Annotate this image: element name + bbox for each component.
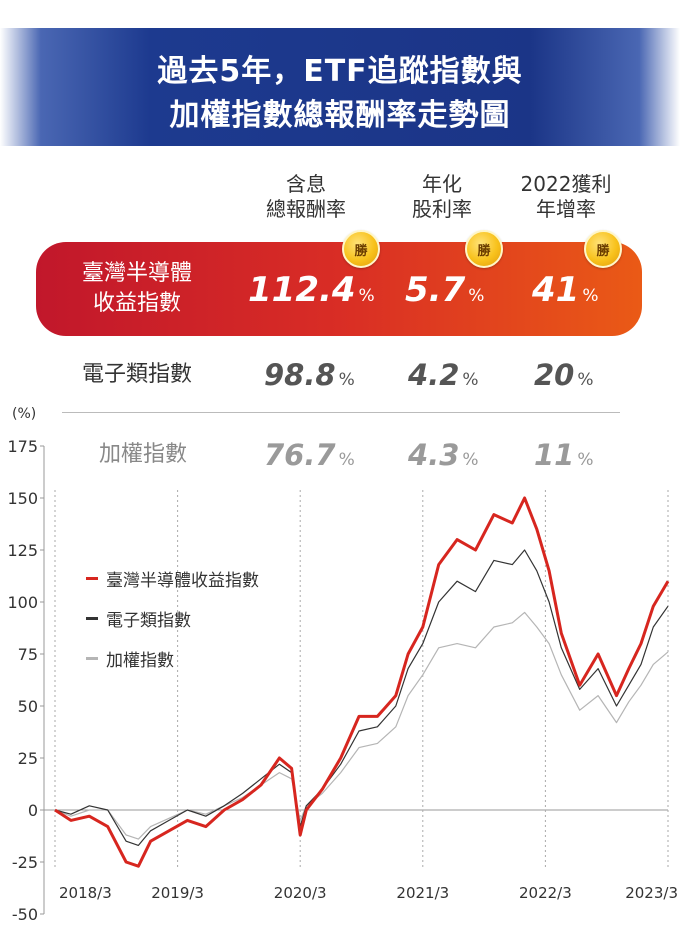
value-number: 98.8	[264, 358, 336, 392]
x-tick-label: 2018/3	[59, 884, 112, 902]
value-number: 11	[534, 438, 575, 472]
value-unit: %	[358, 286, 375, 306]
x-tick-label: 2021/3	[396, 884, 449, 902]
x-tick-label: 2019/3	[151, 884, 204, 902]
column-header-total-return: 含息 總報酬率	[236, 172, 376, 222]
y-tick-label: 100	[7, 593, 38, 612]
value-unit: %	[577, 450, 594, 470]
column-header-line: 年增率	[536, 197, 596, 221]
value-semiconductor-dividend-yield: 5.7%	[405, 270, 484, 310]
value-taiex-dividend-yield: 4.3%	[408, 438, 479, 472]
column-header-dividend-yield: 年化 股利率	[372, 172, 512, 222]
row-name-line: 臺灣半導體	[81, 261, 192, 286]
value-unit: %	[338, 370, 355, 390]
legend-label: 加權指數	[106, 651, 174, 671]
legend-swatch	[86, 617, 98, 620]
row-name-line: 加權指數	[98, 442, 187, 467]
value-taiex-total-return: 76.7%	[264, 438, 355, 472]
column-header-profit-growth: 2022獲利 年增率	[496, 172, 636, 222]
y-tick-label: 175	[7, 437, 38, 456]
value-number: 41	[532, 270, 580, 310]
chart-title-line2: 加權指數總報酬率走勢圖	[169, 98, 511, 133]
row-name-taiex: 加權指數	[68, 440, 218, 470]
win-badge-icon: 勝	[342, 230, 380, 268]
legend-label: 臺灣半導體收益指數	[106, 571, 259, 591]
y-tick-label: 0	[28, 801, 38, 820]
legend-item-taiex: 加權指數	[86, 646, 174, 671]
value-electronics-profit-growth: 20%	[534, 358, 594, 392]
row-name-semiconductor: 臺灣半導體 收益指數	[62, 259, 212, 319]
y-tick-label: -25	[12, 853, 38, 872]
value-semiconductor-profit-growth: 41%	[532, 270, 598, 310]
table-divider	[62, 412, 620, 413]
value-unit: %	[462, 450, 479, 470]
value-electronics-total-return: 98.8%	[264, 358, 355, 392]
value-taiex-profit-growth: 11%	[534, 438, 594, 472]
value-unit: %	[468, 286, 485, 306]
column-header-line: 含息	[286, 172, 326, 196]
row-name-line: 電子類指數	[81, 362, 192, 387]
series-line-semiconductor	[54, 496, 670, 868]
value-number: 4.3	[408, 438, 460, 472]
column-header-line: 總報酬率	[266, 197, 346, 221]
value-number: 76.7	[264, 438, 336, 472]
value-semiconductor-total-return: 112.4%	[248, 270, 375, 310]
y-axis-unit-label: (%)	[12, 406, 36, 422]
legend-label: 電子類指數	[106, 611, 191, 631]
column-header-line: 股利率	[412, 197, 472, 221]
column-header-line: 2022獲利	[520, 172, 612, 196]
value-unit: %	[582, 286, 599, 306]
legend-item-electronics: 電子類指數	[86, 606, 191, 631]
win-badge-icon: 勝	[465, 230, 503, 268]
y-tick-label: 150	[7, 489, 38, 508]
value-electronics-dividend-yield: 4.2%	[408, 358, 479, 392]
series-line-taiex	[54, 611, 669, 840]
series-line-electronics	[54, 549, 669, 847]
y-tick-label: 50	[18, 697, 38, 716]
y-tick-label: 25	[18, 749, 38, 768]
row-name-electronics: 電子類指數	[62, 360, 212, 390]
win-badge-icon: 勝	[584, 230, 622, 268]
value-unit: %	[338, 450, 355, 470]
x-tick-label: 2023/3	[625, 884, 678, 902]
value-unit: %	[577, 370, 594, 390]
y-tick-label: 125	[7, 541, 38, 560]
value-number: 5.7	[405, 270, 466, 310]
column-header-line: 年化	[422, 172, 462, 196]
legend-swatch	[86, 657, 98, 660]
legend-item-semiconductor: 臺灣半導體收益指數	[86, 566, 259, 591]
row-name-line: 收益指數	[92, 291, 181, 316]
value-number: 4.2	[408, 358, 460, 392]
y-tick-label: 75	[18, 645, 38, 664]
x-tick-label: 2020/3	[274, 884, 327, 902]
highlight-row-semiconductor	[36, 242, 642, 336]
legend-swatch	[86, 577, 98, 580]
value-number: 112.4	[248, 270, 356, 310]
value-number: 20	[534, 358, 575, 392]
chart-title-line1: 過去5年，ETF追蹤指數與	[157, 54, 523, 89]
x-tick-label: 2022/3	[519, 884, 572, 902]
title-banner: 過去5年，ETF追蹤指數與 加權指數總報酬率走勢圖	[0, 28, 680, 146]
value-unit: %	[462, 370, 479, 390]
y-tick-label: -50	[12, 905, 38, 924]
